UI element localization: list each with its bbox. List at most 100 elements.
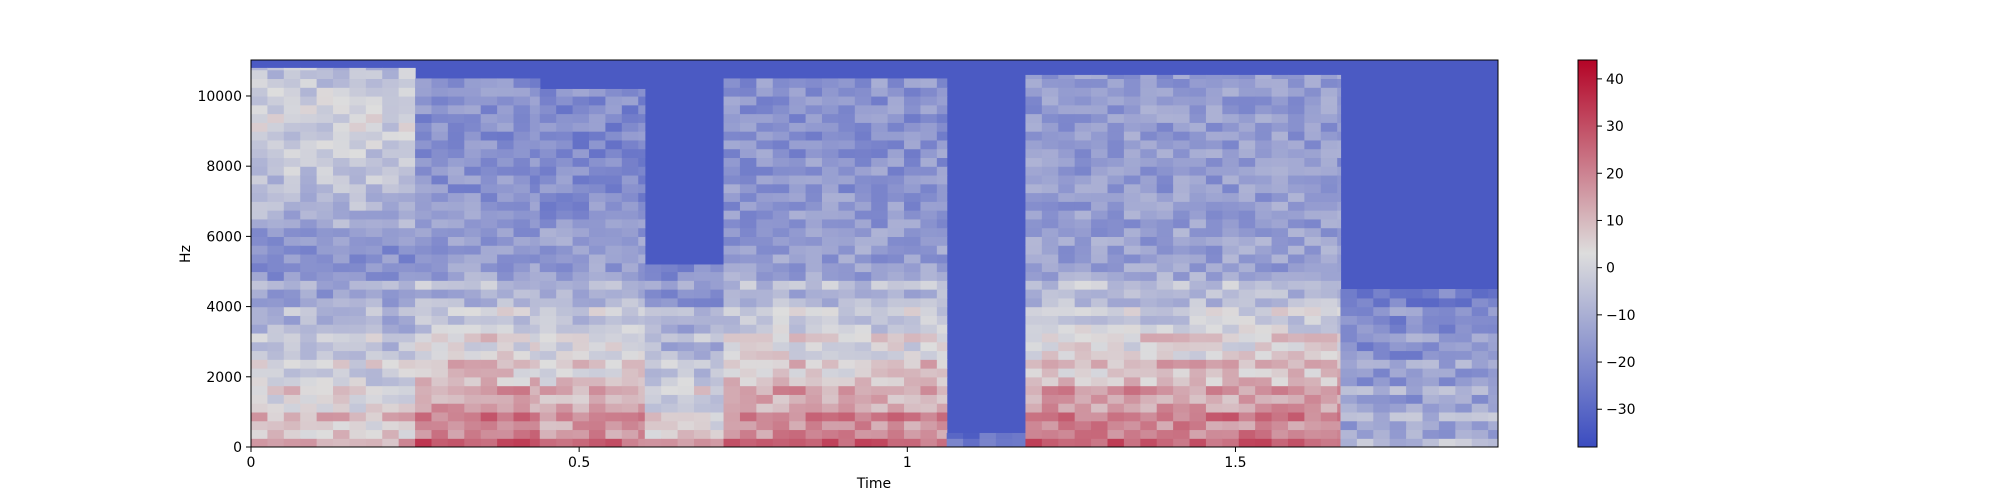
heatmap-cell	[1025, 253, 1043, 264]
heatmap-cell	[1189, 218, 1207, 229]
heatmap-cell	[1287, 201, 1305, 211]
heatmap-cell	[723, 315, 741, 325]
heatmap-cell	[904, 350, 922, 360]
heatmap-cell	[789, 253, 807, 264]
heatmap-cell	[1320, 139, 1338, 150]
heatmap-cell	[756, 174, 774, 185]
heatmap-cell	[694, 324, 712, 334]
heatmap-cell	[854, 359, 872, 369]
colorbar-tick-label: −20	[1606, 355, 1636, 371]
heatmap-cell	[589, 157, 607, 167]
heatmap-cell	[382, 192, 400, 202]
heatmap-cell	[1058, 438, 1076, 447]
heatmap-cell	[1189, 122, 1207, 132]
heatmap-cell	[854, 280, 872, 290]
heatmap-cell	[251, 341, 269, 352]
heatmap-cell	[1255, 262, 1273, 273]
heatmap-cell	[300, 341, 318, 352]
colorbar-tick-label: 30	[1606, 119, 1624, 135]
heatmap-cell	[447, 166, 465, 176]
heatmap-cell	[1041, 271, 1059, 281]
heatmap-cell	[1320, 157, 1338, 167]
heatmap-cell	[1205, 289, 1223, 299]
heatmap-cell	[333, 359, 351, 369]
heatmap-cell	[529, 324, 541, 334]
heatmap-cell	[1107, 324, 1125, 334]
heatmap-cell	[1058, 166, 1076, 176]
heatmap-cell	[1238, 78, 1256, 88]
heatmap-cell	[1238, 368, 1256, 378]
heatmap-cell	[1205, 332, 1223, 343]
heatmap-cell	[661, 324, 679, 334]
heatmap-cell	[621, 403, 639, 413]
heatmap-cell	[1189, 174, 1207, 185]
heatmap-cell	[1422, 368, 1440, 378]
heatmap-cell	[480, 122, 498, 132]
heatmap-cell	[661, 394, 679, 404]
heatmap-cell	[772, 394, 790, 404]
heatmap-cell	[300, 95, 318, 106]
heatmap-cell	[382, 280, 400, 290]
heatmap-cell	[739, 210, 757, 220]
heatmap-cell	[1438, 315, 1456, 325]
heatmap-cell	[1255, 166, 1273, 176]
heatmap-cell	[1222, 341, 1240, 352]
heatmap-cell	[267, 227, 285, 237]
heatmap-cell	[723, 420, 741, 431]
heatmap-cell	[1091, 210, 1109, 220]
heatmap-cell	[1320, 245, 1338, 255]
heatmap-cell	[333, 324, 351, 334]
heatmap-cell	[349, 359, 367, 369]
heatmap-cell	[805, 297, 823, 308]
heatmap-cell	[904, 394, 922, 404]
heatmap-cell	[267, 157, 285, 167]
heatmap-cell	[1156, 95, 1174, 106]
heatmap-cell	[382, 315, 400, 325]
heatmap-cell	[283, 315, 301, 325]
heatmap-cell	[251, 183, 269, 194]
heatmap-cell	[556, 271, 574, 281]
heatmap-cell	[854, 139, 872, 150]
heatmap-cell	[1041, 297, 1059, 308]
heatmap-cell	[589, 174, 607, 185]
heatmap-cell	[789, 280, 807, 290]
heatmap-cell	[589, 104, 607, 115]
heatmap-cell	[251, 192, 269, 202]
heatmap-cell	[1091, 403, 1109, 413]
heatmap-cell	[415, 87, 433, 97]
heatmap-cell	[1074, 376, 1092, 387]
heatmap-cell	[1287, 218, 1305, 229]
heatmap-cell	[1189, 429, 1207, 439]
heatmap-cell	[1287, 157, 1305, 167]
heatmap-cell	[1025, 78, 1043, 88]
heatmap-cell	[1271, 420, 1289, 431]
heatmap-cell	[1438, 324, 1456, 334]
heatmap-cell	[605, 429, 623, 439]
heatmap-cell	[772, 157, 790, 167]
heatmap-cell	[1025, 139, 1043, 150]
heatmap-cell	[661, 350, 679, 360]
heatmap-cell	[1074, 315, 1092, 325]
heatmap-cell	[1041, 87, 1059, 97]
heatmap-cell	[349, 368, 367, 378]
heatmap-cell	[1189, 403, 1207, 413]
heatmap-cell	[1041, 403, 1059, 413]
heatmap-cell	[349, 253, 367, 264]
heatmap-cell	[1107, 306, 1125, 316]
heatmap-cell	[904, 411, 922, 422]
heatmap-cell	[1205, 131, 1223, 141]
heatmap-cell	[1320, 95, 1338, 106]
heatmap-cell	[772, 262, 790, 273]
heatmap-cell	[605, 88, 623, 97]
heatmap-cell	[1156, 174, 1174, 185]
heatmap-cell	[805, 210, 823, 220]
heatmap-cell	[382, 87, 400, 97]
heatmap-cell	[605, 297, 623, 308]
heatmap-cell	[854, 403, 872, 413]
heatmap-cell	[920, 201, 938, 211]
heatmap-cell	[529, 429, 541, 439]
heatmap-cell	[572, 183, 590, 194]
heatmap-cell	[1025, 262, 1043, 273]
colorbar-tick-label: 20	[1606, 166, 1624, 182]
heatmap-cell	[556, 88, 574, 97]
